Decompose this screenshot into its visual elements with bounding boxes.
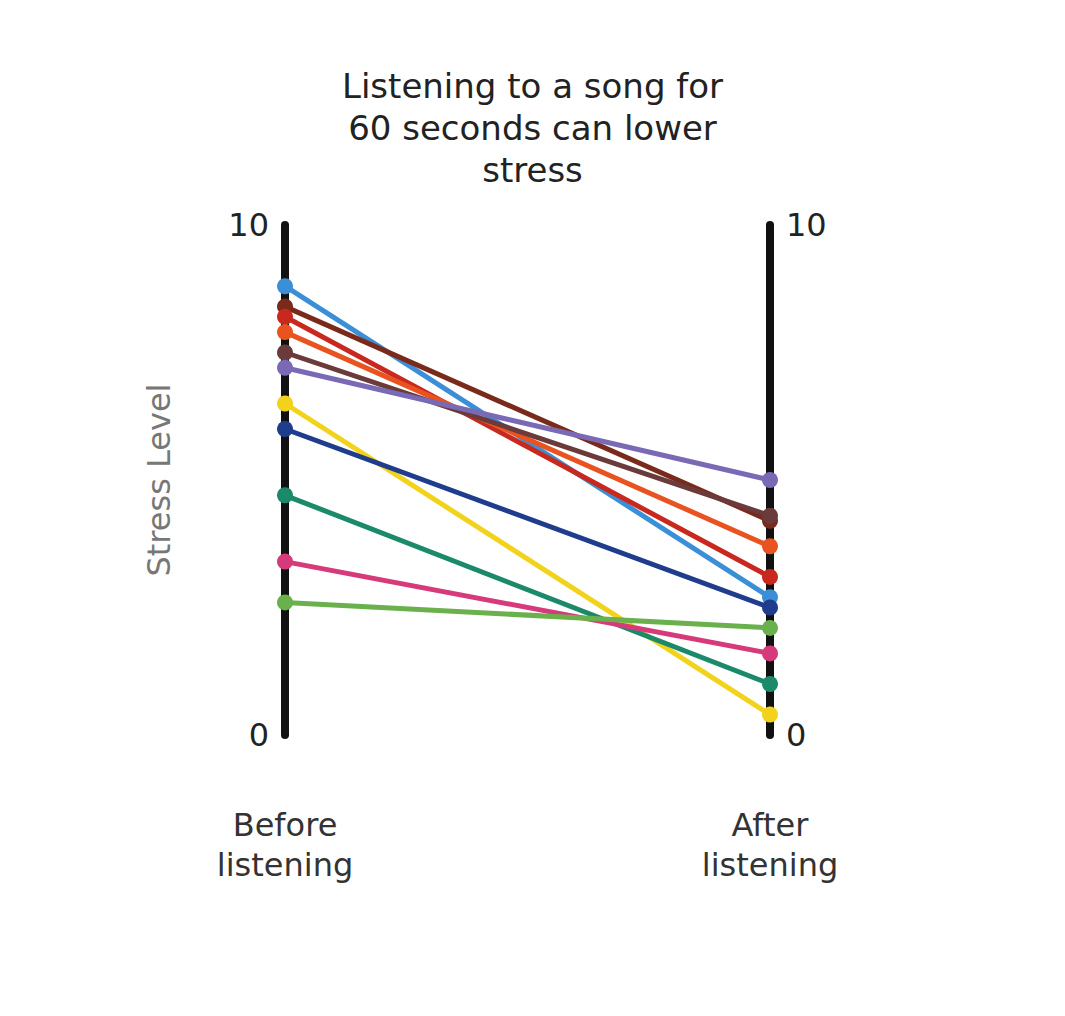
svg-text:0: 0 — [249, 716, 269, 754]
svg-text:Stress Level: Stress Level — [140, 384, 178, 577]
svg-text:10: 10 — [228, 206, 269, 244]
svg-text:listening: listening — [702, 846, 838, 884]
svg-text:60 seconds can lower: 60 seconds can lower — [348, 108, 717, 148]
svg-text:Before: Before — [233, 806, 338, 844]
svg-text:stress: stress — [482, 150, 583, 190]
svg-text:listening: listening — [217, 846, 353, 884]
svg-text:0: 0 — [786, 716, 806, 754]
svg-text:Listening to a song for: Listening to a song for — [342, 66, 723, 106]
svg-text:10: 10 — [786, 206, 827, 244]
svg-text:After: After — [732, 806, 810, 844]
